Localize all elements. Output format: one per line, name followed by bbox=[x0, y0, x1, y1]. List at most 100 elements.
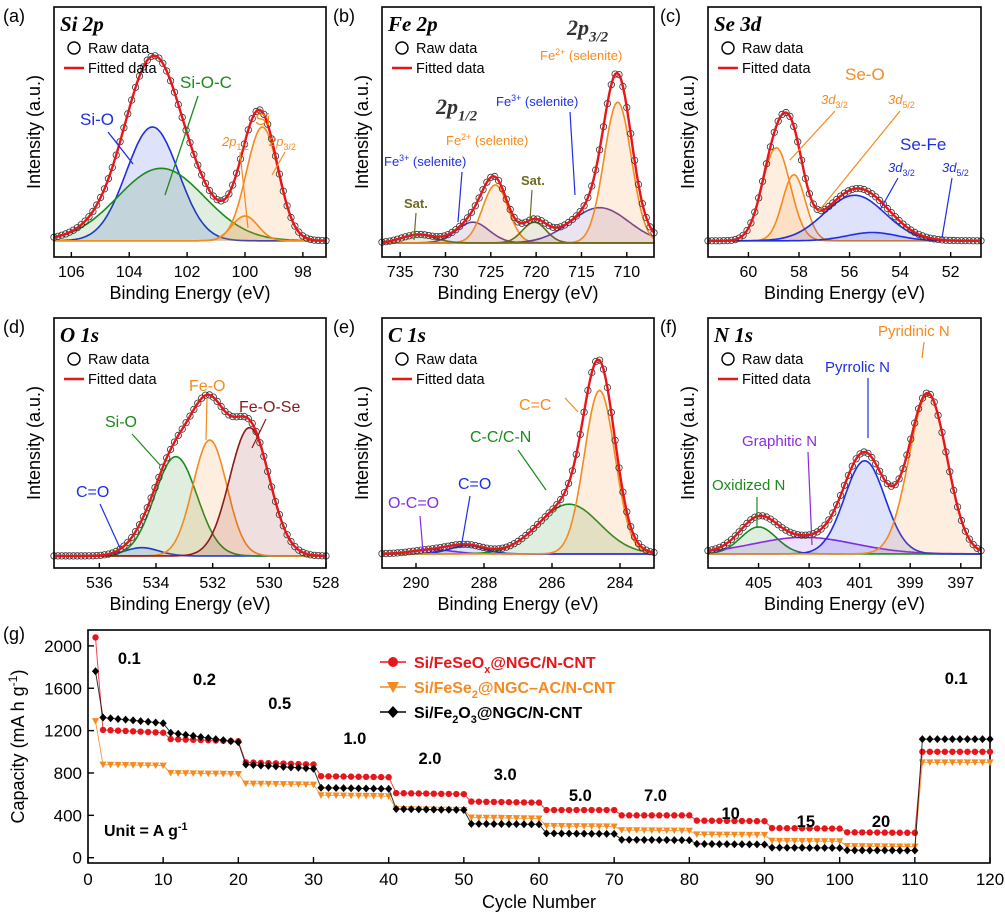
rate-label-9: 15 bbox=[797, 813, 815, 831]
arrow-si-o bbox=[107, 131, 134, 165]
data-point-2 bbox=[445, 805, 453, 814]
raw-point bbox=[545, 222, 553, 230]
raw-point bbox=[786, 112, 794, 121]
rate-label-5: 3.0 bbox=[494, 766, 517, 784]
raw-point bbox=[186, 412, 194, 420]
raw-point bbox=[809, 200, 817, 208]
data-point-1 bbox=[745, 831, 754, 839]
data-point-2 bbox=[279, 762, 288, 771]
raw-point bbox=[225, 411, 233, 419]
panel-title-f: N 1s bbox=[713, 323, 753, 347]
label-pyrrolic-n: Pyrrolic N bbox=[825, 359, 890, 376]
label-pyridinic-n: Pyridinic N bbox=[878, 323, 950, 340]
data-point-0 bbox=[182, 736, 189, 743]
data-point-0 bbox=[693, 817, 701, 824]
data-point-0 bbox=[332, 773, 340, 780]
data-point-1 bbox=[227, 770, 235, 778]
data-point-1 bbox=[490, 814, 498, 822]
data-point-0 bbox=[678, 812, 686, 819]
data-point-2 bbox=[535, 820, 543, 829]
data-point-1 bbox=[588, 823, 596, 830]
arrow-2p12 bbox=[239, 151, 249, 229]
data-point-2 bbox=[137, 717, 145, 726]
legend-raw-text: Raw data bbox=[742, 352, 804, 368]
raw-point bbox=[895, 216, 903, 225]
label-se-o-3d52: 3d5/2 bbox=[888, 92, 915, 110]
raw-point bbox=[907, 226, 915, 234]
rate-x-tick-label: 30 bbox=[304, 870, 323, 889]
raw-point bbox=[891, 213, 899, 221]
data-point-0 bbox=[761, 817, 768, 825]
data-point-2 bbox=[332, 784, 340, 793]
peak-fill-f-2 bbox=[708, 460, 981, 554]
data-point-2 bbox=[234, 738, 242, 747]
data-point-1 bbox=[723, 831, 731, 839]
peak-fill-e-1 bbox=[382, 545, 654, 554]
y-axis-label-c: Intensity (a.u.) bbox=[678, 75, 698, 189]
data-point-0 bbox=[167, 735, 174, 743]
data-point-0 bbox=[971, 748, 979, 755]
raw-point bbox=[287, 537, 295, 546]
data-point-1 bbox=[347, 792, 355, 800]
data-point-2 bbox=[106, 714, 115, 723]
data-point-1 bbox=[542, 822, 551, 830]
raw-point bbox=[856, 450, 864, 458]
label-se-fe-3d32: 3d3/2 bbox=[888, 160, 915, 178]
label-fe2-b: Fe2+ (selenite) bbox=[446, 132, 528, 148]
data-point-2 bbox=[490, 819, 498, 828]
data-point-2 bbox=[603, 829, 611, 838]
raw-point bbox=[642, 546, 650, 554]
legend-raw-marker bbox=[395, 352, 409, 366]
data-point-2 bbox=[963, 735, 972, 744]
raw-point bbox=[159, 59, 167, 67]
x-tick-label: 58 bbox=[790, 264, 808, 281]
peak-fill-a-3 bbox=[54, 127, 326, 241]
data-point-0 bbox=[731, 817, 738, 825]
raw-point bbox=[864, 187, 872, 195]
panel-frame-e bbox=[381, 317, 655, 569]
label-c-c-c-n: C-C/C-N bbox=[470, 429, 531, 446]
legend-marker-1 bbox=[387, 682, 399, 693]
x-tick-label: 401 bbox=[846, 575, 873, 592]
arrow-graphitic-n bbox=[807, 451, 813, 546]
data-point-0 bbox=[859, 829, 866, 836]
data-point-1 bbox=[678, 827, 686, 835]
data-point-2 bbox=[821, 843, 829, 852]
data-point-0 bbox=[866, 829, 873, 836]
data-point-2 bbox=[693, 839, 701, 848]
data-point-2 bbox=[129, 716, 137, 725]
arrow-si-o-c bbox=[164, 95, 199, 196]
data-point-0 bbox=[723, 817, 731, 825]
arrow-fe3-b bbox=[457, 171, 463, 223]
raw-point bbox=[221, 195, 229, 203]
raw-point bbox=[545, 509, 553, 517]
data-point-2 bbox=[287, 763, 295, 772]
raw-point bbox=[463, 214, 472, 222]
data-point-2 bbox=[640, 835, 648, 844]
data-point-1 bbox=[512, 815, 521, 822]
data-point-2 bbox=[219, 736, 227, 745]
rate-y-tick-label: 800 bbox=[54, 764, 82, 783]
rate-label-11: 0.1 bbox=[945, 670, 968, 688]
panel-title-e: C 1s bbox=[388, 323, 426, 347]
data-point-1 bbox=[309, 781, 318, 789]
peak-fill-f-0 bbox=[708, 527, 981, 554]
raw-point bbox=[174, 431, 182, 439]
rate-label-10: 20 bbox=[872, 813, 890, 831]
xps-panel-a: 106 104 102 100 98 Binding Energy (eV) Intensi… bbox=[3, 6, 330, 303]
arrow-sat-2 bbox=[529, 189, 533, 221]
data-point-2 bbox=[873, 846, 881, 855]
label-si-o-d: Si-O bbox=[105, 414, 137, 431]
rate-x-tick-label: 100 bbox=[825, 870, 853, 889]
raw-point bbox=[747, 516, 755, 524]
raw-point bbox=[739, 231, 747, 239]
label-fe3-b: Fe3+ (selenite) bbox=[384, 153, 466, 169]
data-point-1 bbox=[640, 827, 648, 834]
data-point-2 bbox=[775, 843, 784, 852]
arrow-se-fe-2 bbox=[941, 177, 953, 239]
data-point-2 bbox=[708, 840, 716, 849]
raw-point bbox=[194, 399, 202, 407]
raw-point bbox=[887, 209, 895, 217]
raw-point bbox=[170, 438, 179, 446]
data-point-0 bbox=[415, 790, 422, 797]
